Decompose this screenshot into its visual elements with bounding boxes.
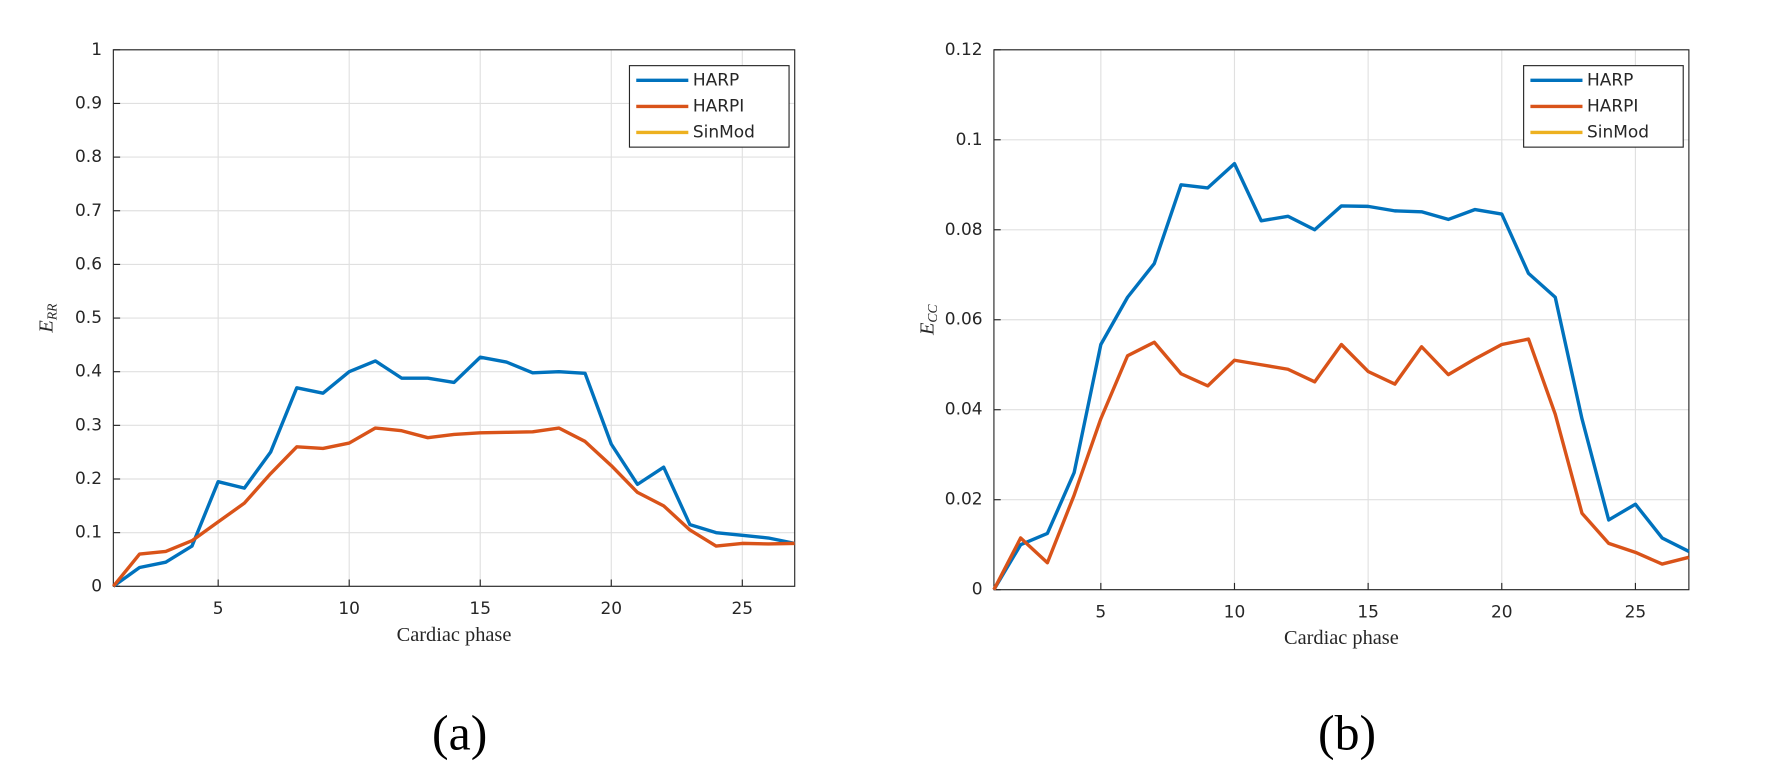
series-line — [992, 161, 1690, 591]
x-tick-label: 15 — [469, 599, 491, 619]
y-tick-label: 0.8 — [75, 147, 102, 167]
legend-label: HARPI — [1587, 96, 1638, 116]
x-axis-label: Cardiac phase — [397, 624, 512, 646]
y-axis-label: ECC — [916, 304, 940, 336]
y-tick-label: 0.12 — [945, 40, 983, 60]
y-tick-label: 0.4 — [75, 362, 102, 382]
series-line — [112, 355, 796, 588]
y-tick-label: 0.7 — [75, 201, 102, 221]
y-tick-label: 0.04 — [945, 400, 983, 420]
legend-label: HARP — [1587, 70, 1633, 90]
y-tick-label: 0.06 — [945, 310, 983, 330]
y-tick-label: 0.3 — [75, 415, 102, 435]
axes-box — [112, 49, 796, 587]
caption: (a) — [432, 705, 487, 760]
x-tick-label: 5 — [213, 599, 224, 619]
series-line — [112, 426, 795, 588]
legend-label: HARP — [693, 70, 739, 90]
legend-label: HARPI — [693, 96, 744, 116]
x-axis-label: Cardiac phase — [1284, 627, 1399, 649]
y-tick-label: 0.6 — [75, 254, 102, 274]
y-axis-label-subscript: CC — [925, 304, 940, 323]
y-tick-label: 1 — [91, 40, 102, 60]
y-tick-label: 0.02 — [945, 490, 983, 510]
legend-label: SinMod — [693, 122, 755, 142]
y-tick-label: 0.9 — [75, 93, 102, 113]
y-axis-label-base: E — [916, 322, 938, 336]
y-tick-label: 0.1 — [956, 130, 983, 150]
x-tick-label: 5 — [1095, 602, 1106, 622]
y-tick-label: 0.2 — [75, 469, 102, 489]
x-tick-label: 10 — [338, 599, 360, 619]
y-tick-label: 0 — [91, 576, 102, 596]
y-axis-label-base: E — [35, 320, 57, 334]
x-tick-label: 25 — [1625, 602, 1647, 622]
y-axis-label: ERR — [35, 303, 59, 334]
y-tick-label: 0.1 — [75, 523, 102, 543]
x-tick-label: 10 — [1224, 602, 1246, 622]
x-tick-label: 25 — [732, 599, 754, 619]
axes-box — [993, 49, 1690, 591]
y-tick-label: 0 — [972, 580, 983, 600]
series-line — [992, 337, 1690, 591]
y-axis-label-subscript: RR — [44, 303, 59, 321]
y-tick-label: 0.08 — [945, 220, 983, 240]
caption: (b) — [1318, 705, 1376, 760]
y-tick-label: 0.5 — [75, 308, 102, 328]
x-tick-label: 20 — [600, 599, 622, 619]
x-tick-label: 15 — [1357, 602, 1379, 622]
legend-label: SinMod — [1587, 122, 1649, 142]
x-tick-label: 20 — [1491, 602, 1513, 622]
